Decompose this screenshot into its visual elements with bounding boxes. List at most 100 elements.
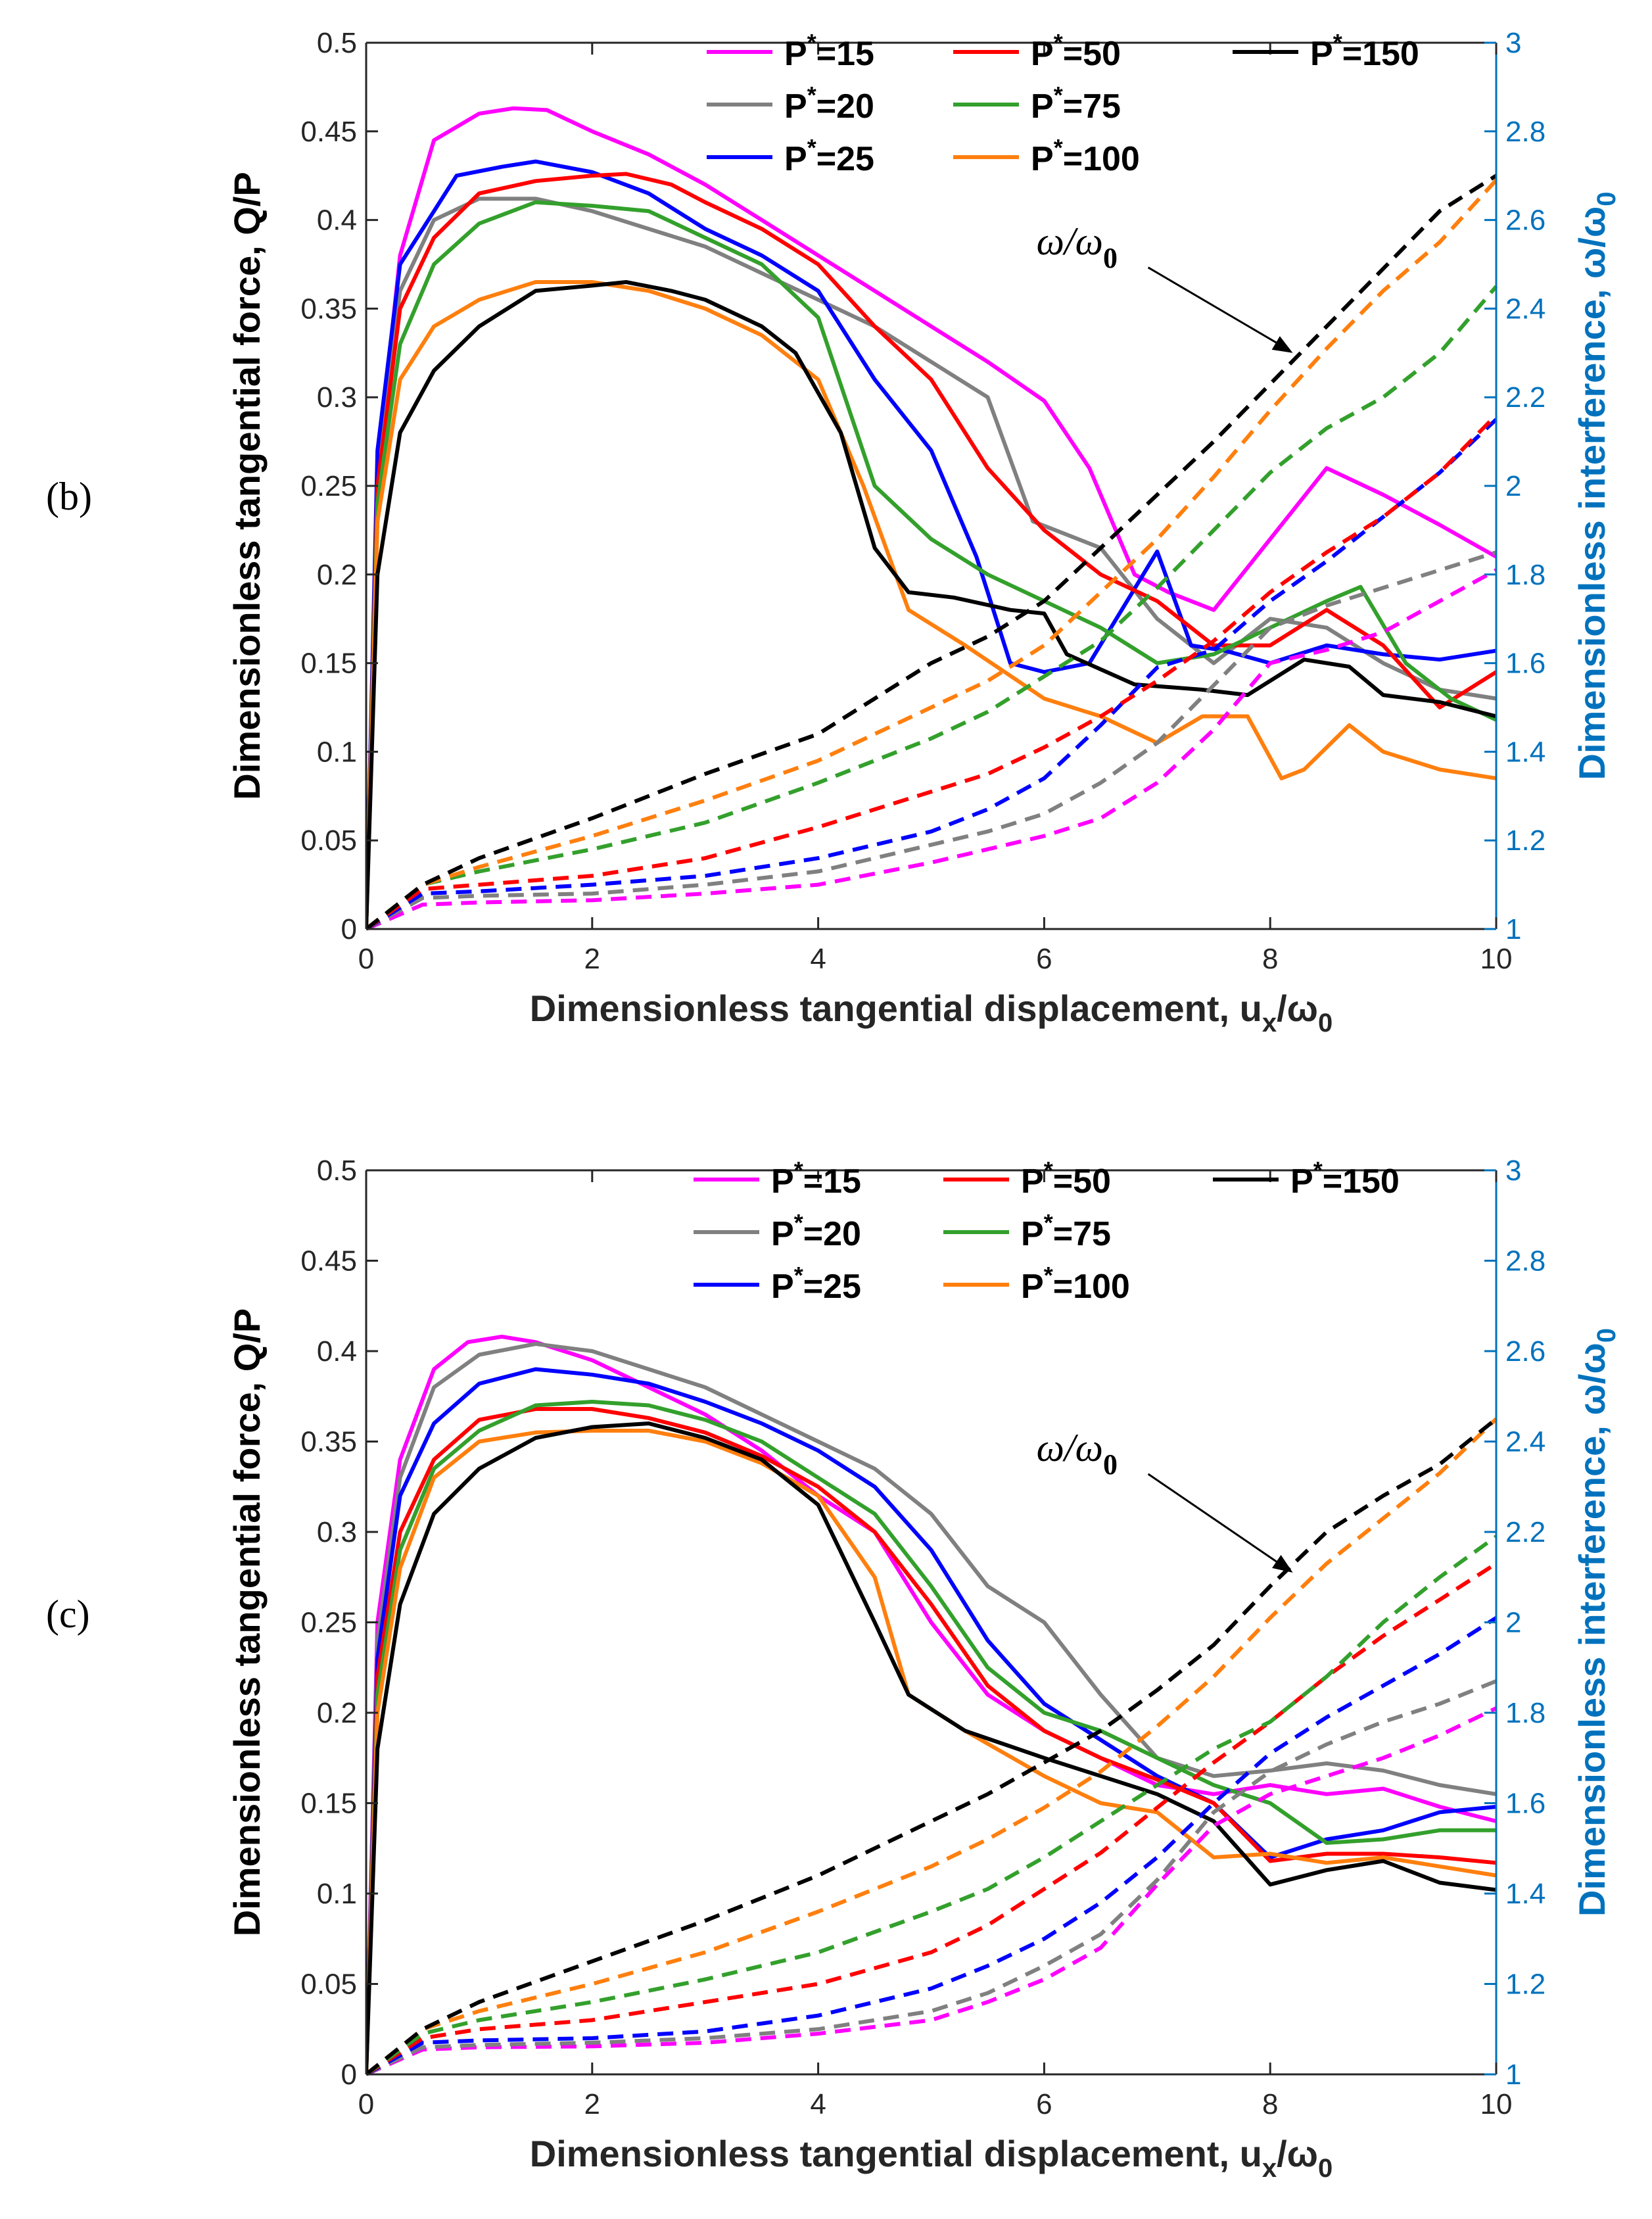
series-line-p150-force xyxy=(366,1421,1497,2075)
y-left-axis-label: Dimensionless tangential force, Q/P xyxy=(226,172,268,799)
series-line-p150-interference xyxy=(366,1417,1498,2076)
legend-entry-p75: P*=75 xyxy=(953,82,1121,126)
y-right-tick-label: 1.4 xyxy=(1505,736,1546,768)
y-right-tick-label: 3 xyxy=(1505,27,1521,59)
series-line-p25-force xyxy=(366,159,1497,930)
y-left-tick-label: 0.35 xyxy=(300,293,357,325)
series-line-p100-interference xyxy=(366,178,1498,930)
x-tick-label: 4 xyxy=(810,2088,826,2120)
x-tick-label: 0 xyxy=(358,943,374,975)
series-line-p20-interference xyxy=(366,1679,1498,2076)
legend-label: P*=15 xyxy=(784,29,874,73)
legend-entry-p15: P*=15 xyxy=(707,29,874,73)
series-line-p50-interference xyxy=(366,1562,1498,2076)
legend-label: P*=25 xyxy=(771,1262,861,1306)
series-line-p75-force xyxy=(366,1400,1496,2075)
x-tick-label: 0 xyxy=(358,2088,374,2120)
legend-label: P*=150 xyxy=(1290,1157,1400,1201)
y-right-tick-label: 1.6 xyxy=(1505,1788,1546,1820)
x-tick-label: 10 xyxy=(1480,943,1513,975)
y-right-tick-label: 2.8 xyxy=(1505,1245,1546,1277)
chart-panel-b: (b) 0 2 4 6 8 10 0 0.05 0.1 0.15 0.2 0.25 0.3 0.35 0.4 0… xyxy=(46,27,1621,1038)
y-left-tick-label: 0.4 xyxy=(317,204,357,237)
y-left-tick-label: 0.4 xyxy=(317,1335,357,1368)
y-right-tick-label: 2.4 xyxy=(1505,293,1546,325)
y-left-tick-label: 0.05 xyxy=(300,824,357,857)
series-line-p150-interference xyxy=(366,174,1498,930)
x-axis-label: Dimensionless tangential displacement, u… xyxy=(530,988,1333,1038)
y-right-tick-label: 2.6 xyxy=(1505,204,1546,237)
annotation-label: ω/ω0 xyxy=(1037,220,1118,274)
y-right-tick-label: 1.6 xyxy=(1505,648,1546,680)
legend-label: P*=75 xyxy=(1031,82,1121,126)
panel-label: (b) xyxy=(46,475,92,518)
y-left-tick-label: 0 xyxy=(341,2059,357,2091)
y-left-tick-label: 0.2 xyxy=(317,1697,357,1729)
annotation-arrow-line xyxy=(1147,1473,1286,1569)
series-line-p25-interference xyxy=(366,1616,1498,2076)
legend: P*=15 P*=50 P*=150 P*=20 P*=75 P*=25 P*=100 xyxy=(694,1157,1400,1306)
series-line-p15-interference xyxy=(366,568,1498,930)
x-tick-label: 4 xyxy=(810,943,826,975)
y-right-tick-label: 1.4 xyxy=(1505,1878,1546,1910)
legend-label: P*=15 xyxy=(771,1157,861,1201)
y-right-tick-label: 1.8 xyxy=(1505,559,1546,591)
y-left-tick-label: 0.3 xyxy=(317,381,357,414)
y-right-tick-label: 2.2 xyxy=(1505,381,1546,414)
series-line-p50-interference xyxy=(366,414,1498,930)
x-tick-label: 2 xyxy=(584,2088,600,2120)
legend: P*=15 P*=50 P*=150 P*=20 P*=75 P*=25 P*=100 xyxy=(707,29,1419,178)
y-right-tick-label: 1.2 xyxy=(1505,824,1546,857)
series-line-p100-force xyxy=(366,280,1497,930)
legend-label: P*=25 xyxy=(784,134,874,178)
y-left-tick-label: 0.3 xyxy=(317,1516,357,1548)
legend-entry-p15: P*=15 xyxy=(694,1157,861,1201)
legend-entry-p25: P*=25 xyxy=(707,134,874,178)
y-right-tick-label: 2.8 xyxy=(1505,116,1546,148)
y-left-tick-label: 0.15 xyxy=(300,648,357,680)
y-left-tick-label: 0.25 xyxy=(300,470,357,502)
series-line-p100-force xyxy=(366,1429,1497,2075)
annotation-arrow-head xyxy=(1271,336,1293,353)
series-line-p100-interference xyxy=(366,1417,1498,2076)
x-tick-label: 10 xyxy=(1480,2088,1513,2120)
y-left-tick-label: 0.2 xyxy=(317,559,357,591)
y-right-tick-label: 1 xyxy=(1505,913,1521,945)
y-right-tick-label: 1.2 xyxy=(1505,1968,1546,2001)
series-line-p25-interference xyxy=(366,418,1498,930)
legend-entry-p20: P*=20 xyxy=(707,82,874,126)
x-tick-label: 2 xyxy=(584,943,600,975)
annotation-arrow-line xyxy=(1147,266,1286,349)
legend-label: P*=50 xyxy=(1031,29,1121,73)
legend-label: P*=20 xyxy=(771,1209,861,1253)
y-right-tick-label: 1 xyxy=(1505,2059,1521,2091)
series-group xyxy=(366,1335,1498,2076)
y-right-tick-label: 2 xyxy=(1505,1607,1521,1639)
y-left-tick-label: 0.25 xyxy=(300,1607,357,1639)
series-line-p75-interference xyxy=(366,285,1498,930)
y-right-tick-label: 2.6 xyxy=(1505,1335,1546,1368)
series-line-p15-force xyxy=(366,106,1498,930)
series-line-p25-force xyxy=(366,1367,1497,2075)
legend-entry-p75: P*=75 xyxy=(943,1209,1111,1253)
y-left-tick-label: 0.1 xyxy=(317,1878,357,1910)
legend-entry-p100: P*=100 xyxy=(943,1262,1130,1306)
y-left-tick-label: 0.35 xyxy=(300,1426,357,1458)
legend-label: P*=75 xyxy=(1021,1209,1111,1253)
series-line-p20-force xyxy=(366,1342,1497,2075)
x-tick-label: 8 xyxy=(1262,2088,1278,2120)
series-line-p50-force xyxy=(366,172,1498,930)
series-line-p75-interference xyxy=(366,1535,1498,2076)
y-left-tick-label: 0 xyxy=(341,913,357,945)
legend-entry-p50: P*=50 xyxy=(943,1157,1111,1201)
x-axis-label: Dimensionless tangential displacement, u… xyxy=(530,2133,1333,2183)
y-right-tick-label: 2.4 xyxy=(1505,1426,1546,1458)
legend-label: P*=20 xyxy=(784,82,874,126)
x-tick-label: 8 xyxy=(1262,943,1278,975)
series-line-p150-force xyxy=(366,280,1497,930)
y-right-tick-label: 3 xyxy=(1505,1155,1521,1187)
y-right-tick-label: 2.2 xyxy=(1505,1516,1546,1548)
legend-entry-p150: P*=150 xyxy=(1213,1157,1400,1201)
series-line-p75-force xyxy=(366,200,1498,930)
